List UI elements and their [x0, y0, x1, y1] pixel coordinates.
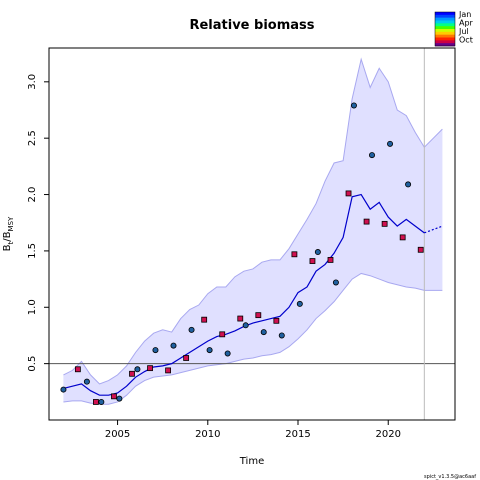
legend-color-strip — [435, 26, 455, 30]
x-tick-label: 2010 — [195, 429, 220, 440]
legend-color-strip — [435, 23, 455, 27]
legend-color-strip — [435, 37, 455, 41]
legend-color-strip — [435, 31, 455, 35]
observation-point — [98, 398, 105, 405]
observation-point — [291, 251, 298, 258]
observation-point — [83, 378, 90, 385]
x-axis: 2005 2010 2015 2020 — [105, 420, 401, 440]
forecast-line — [424, 225, 443, 234]
legend-label: Jul — [458, 27, 469, 36]
y-tick-label: 2.0 — [27, 187, 38, 203]
observation-point — [129, 370, 135, 377]
observation-point — [134, 366, 141, 373]
y-tick-label: 0.5 — [27, 356, 38, 372]
y-axis-label-sep: /B — [2, 231, 13, 241]
confidence-band-upper-edge — [63, 57, 443, 385]
observation-point — [147, 365, 153, 372]
plot-frame — [48, 47, 456, 421]
legend-label: Oct — [459, 36, 473, 45]
observation-point — [170, 342, 177, 349]
observation-point — [219, 331, 226, 338]
observation-point — [111, 393, 117, 400]
y-tick-label: 2.5 — [27, 130, 38, 146]
legend-color-strip — [435, 20, 455, 24]
observation-point — [350, 102, 357, 109]
y-tick-label: 1.0 — [27, 299, 38, 315]
x-tick-label: 2005 — [105, 429, 130, 440]
plot-area — [49, 48, 455, 420]
legend-color-strip — [435, 29, 455, 33]
observation-point — [116, 395, 123, 402]
chart-title: Relative biomass — [189, 18, 314, 33]
legend-label: Apr — [459, 19, 474, 28]
observation-point — [165, 367, 171, 374]
observation-point — [368, 152, 375, 159]
observation-point — [387, 140, 394, 147]
observation-point — [296, 300, 303, 307]
y-axis-label: Bt/BMSY — [2, 216, 15, 251]
observation-point — [201, 316, 208, 323]
observation-point — [93, 399, 99, 405]
y-axis-label-sub2: MSY — [7, 216, 15, 231]
y-axis-label-main: B — [2, 244, 13, 251]
observation-point — [363, 218, 370, 225]
y-tick-label: 3.0 — [27, 74, 38, 90]
legend-color-strip — [435, 17, 455, 21]
observation-point — [206, 347, 213, 354]
observation-point — [60, 386, 67, 393]
x-axis-label: Time — [239, 456, 264, 467]
observation-point — [309, 258, 316, 264]
version-footer: spict_v1.3.5@ac6aaf — [424, 474, 476, 480]
observation-point — [74, 366, 81, 373]
x-tick-label: 2015 — [285, 429, 310, 440]
legend-color-strip — [435, 34, 455, 38]
observation-point — [399, 234, 406, 241]
observation-point — [260, 329, 267, 336]
legend-label: Jan — [458, 10, 471, 19]
observation-point — [345, 190, 352, 197]
observation-point — [152, 347, 159, 354]
observation-point — [405, 181, 412, 188]
observation-point — [314, 249, 321, 256]
observation-point — [224, 350, 231, 357]
x-tick-label: 2020 — [376, 429, 401, 440]
observation-point — [255, 312, 262, 319]
observation-point — [183, 355, 190, 361]
observation-point — [278, 332, 285, 339]
confidence-band — [63, 59, 443, 405]
observation-point — [237, 315, 244, 322]
legend-color-strip — [435, 14, 455, 18]
observation-point — [327, 257, 334, 263]
legend-color-strip — [435, 12, 455, 16]
observation-point — [332, 279, 339, 286]
y-axis: 0.5 1.0 1.5 2.0 2.5 3.0 — [27, 74, 49, 372]
confidence-band-lower-edge — [63, 272, 443, 405]
observation-point — [242, 322, 249, 329]
legend-color-strip — [435, 43, 455, 47]
observation-point — [188, 326, 195, 333]
observation-point — [273, 317, 280, 324]
y-axis-label-sub1: t — [7, 241, 15, 244]
legend-frame — [434, 11, 456, 47]
observation-point — [381, 220, 388, 227]
observation-point — [417, 246, 424, 253]
legend-color-strip — [435, 40, 455, 44]
y-tick-label: 1.5 — [27, 243, 38, 259]
